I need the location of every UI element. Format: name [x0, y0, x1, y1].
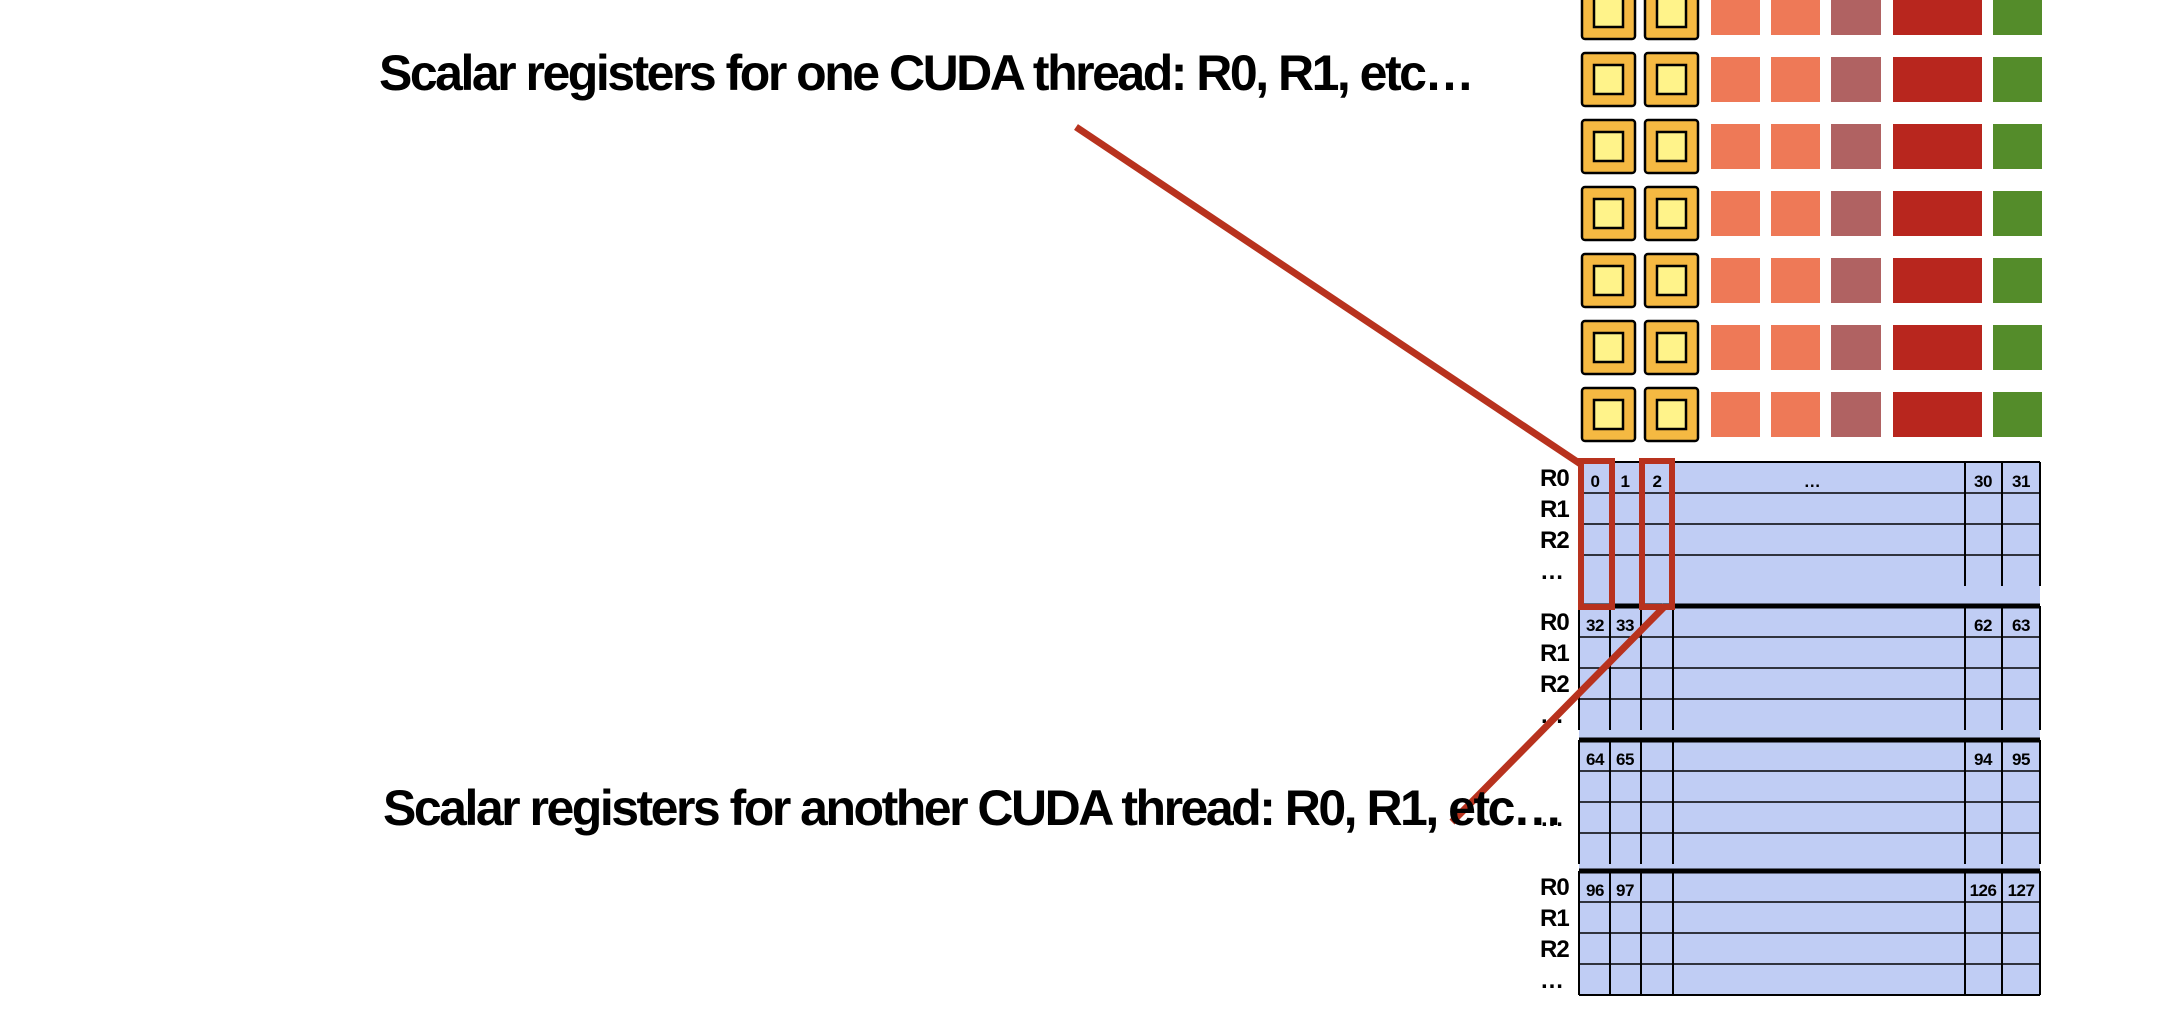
unit-row — [1580, 252, 2042, 309]
execution-unit-strip — [1580, 0, 2042, 443]
exec-unit — [1831, 392, 1881, 437]
caption-another-thread: Scalar registers for another CUDA thread… — [383, 780, 1560, 836]
caption-one-thread: Scalar registers for one CUDA thread: R0… — [379, 45, 1472, 101]
thread-index-label: 96 — [1586, 881, 1604, 900]
exec-unit — [1993, 258, 2042, 303]
register-block: 96 97 126 127 R0 R1 R2 … — [1540, 868, 2041, 996]
exec-unit — [1831, 191, 1881, 236]
exec-unit — [1771, 0, 1820, 35]
exec-unit — [1993, 124, 2042, 169]
core-unit-inner — [1592, 197, 1625, 230]
core-unit-inner — [1592, 398, 1625, 431]
exec-unit — [1831, 325, 1881, 370]
thread-index-label: … — [1804, 472, 1821, 491]
unit-row — [1580, 118, 2042, 175]
core-unit-inner — [1592, 331, 1625, 364]
exec-unit — [1711, 258, 1760, 303]
exec-unit — [1893, 325, 1982, 370]
thread-index-label: 97 — [1616, 881, 1634, 900]
exec-unit — [1771, 57, 1820, 102]
thread-index-label: 65 — [1616, 750, 1634, 769]
exec-unit — [1831, 258, 1881, 303]
exec-unit — [1993, 392, 2042, 437]
register-row-label: … — [1540, 805, 1563, 832]
exec-unit — [1711, 191, 1760, 236]
register-row-label: … — [1540, 967, 1563, 994]
callouts — [1074, 124, 1675, 825]
callout-line-another-thread — [1449, 603, 1668, 825]
register-row-label: R1 — [1540, 905, 1569, 932]
exec-unit — [1993, 325, 2042, 370]
exec-unit — [1831, 124, 1881, 169]
register-row-label: R2 — [1540, 671, 1569, 698]
core-unit-inner — [1655, 0, 1688, 29]
exec-unit — [1711, 124, 1760, 169]
register-row-label: R2 — [1540, 936, 1569, 963]
thread-index-label: 2 — [1653, 472, 1662, 491]
thread-index-label: 63 — [2012, 616, 2030, 635]
unit-row — [1580, 51, 2042, 108]
core-unit-inner — [1655, 197, 1688, 230]
core-unit-inner — [1655, 63, 1688, 96]
register-fill — [1579, 462, 2040, 995]
register-row-label: R0 — [1540, 465, 1569, 492]
thread-index-label: 1 — [1621, 472, 1630, 491]
core-unit-inner — [1592, 264, 1625, 297]
thread-index-label: 62 — [1974, 616, 1992, 635]
exec-unit — [1771, 258, 1820, 303]
exec-unit — [1893, 57, 1982, 102]
unit-row — [1580, 185, 2042, 242]
exec-unit — [1893, 0, 1982, 35]
exec-unit — [1993, 0, 2042, 35]
exec-unit — [1831, 57, 1881, 102]
exec-unit — [1831, 0, 1881, 35]
thread-index-label: 32 — [1586, 616, 1604, 635]
register-block: 64 65 94 95 … — [1540, 737, 2041, 864]
core-unit-inner — [1655, 398, 1688, 431]
unit-row — [1580, 0, 2042, 41]
thread-index-label: 30 — [1974, 472, 1992, 491]
thread-index-label: 127 — [2008, 881, 2035, 900]
core-unit-inner — [1592, 130, 1625, 163]
callout-line-one-thread — [1074, 124, 1584, 468]
exec-unit — [1771, 124, 1820, 169]
thread-index-label: 126 — [1970, 881, 1997, 900]
exec-unit — [1893, 392, 1982, 437]
exec-unit — [1711, 0, 1760, 35]
exec-unit — [1711, 325, 1760, 370]
thread-index-label: 31 — [2012, 472, 2030, 491]
register-row-label: R1 — [1540, 640, 1569, 667]
register-row-label: R1 — [1540, 496, 1569, 523]
register-row-label: R0 — [1540, 874, 1569, 901]
exec-unit — [1993, 191, 2042, 236]
thread-2-highlight — [1639, 458, 1675, 610]
core-unit-inner — [1655, 331, 1688, 364]
thread-0-highlight — [1578, 458, 1615, 610]
unit-row — [1580, 386, 2042, 443]
core-unit-inner — [1592, 0, 1625, 29]
core-unit-inner — [1592, 63, 1625, 96]
exec-unit — [1993, 57, 2042, 102]
exec-unit — [1771, 191, 1820, 236]
exec-unit — [1711, 57, 1760, 102]
exec-unit — [1771, 325, 1820, 370]
thread-index-label: 94 — [1974, 750, 1993, 769]
register-row-label: … — [1540, 558, 1563, 585]
exec-unit — [1893, 124, 1982, 169]
core-unit-inner — [1655, 264, 1688, 297]
core-unit-inner — [1655, 130, 1688, 163]
thread-index-label: 95 — [2012, 750, 2030, 769]
thread-index-label: 0 — [1591, 472, 1600, 491]
register-row-label: R2 — [1540, 527, 1569, 554]
exec-unit — [1893, 191, 1982, 236]
exec-unit — [1711, 392, 1760, 437]
exec-unit — [1771, 392, 1820, 437]
thread-index-label: 33 — [1616, 616, 1634, 635]
register-row-label: R0 — [1540, 609, 1569, 636]
thread-index-label: 64 — [1586, 750, 1605, 769]
unit-row — [1580, 319, 2042, 376]
exec-unit — [1893, 258, 1982, 303]
